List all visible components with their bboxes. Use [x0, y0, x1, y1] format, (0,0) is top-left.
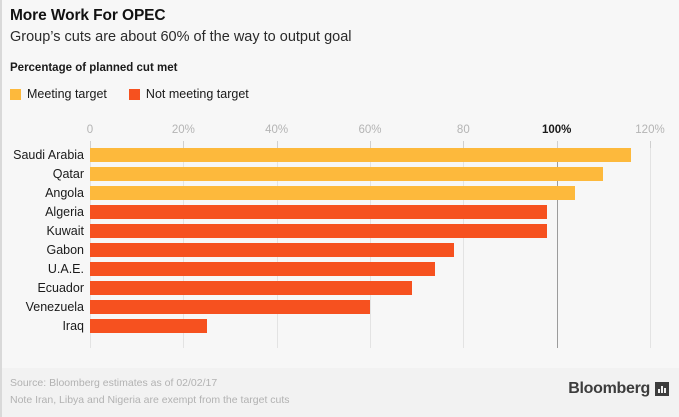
source-text: Source: Bloomberg estimates as of 02/02/… [10, 377, 218, 389]
bar-rows: Saudi Arabia Qatar Angola Algeria Kuwait Gabo… [13, 148, 650, 348]
legend-label: Not meeting target [145, 87, 249, 101]
gridline [463, 148, 465, 348]
chart-footer: Source: Bloomberg estimates as of 02/02/… [2, 368, 679, 417]
bloomberg-logo: Bloomberg [568, 380, 669, 398]
x-axis-tick-label: 120% [635, 124, 665, 136]
bar-row: Iraq [62, 319, 650, 338]
x-axis-tick-mark [183, 141, 185, 148]
category-label: Gabon [46, 243, 84, 257]
chart-legend: Meeting target Not meeting target [10, 88, 271, 101]
bar [90, 300, 370, 314]
category-label: Algeria [45, 205, 84, 219]
bar-row: Kuwait [46, 224, 650, 243]
bar [90, 167, 604, 181]
note-text: Note Iran, Libya and Nigeria are exempt … [10, 394, 290, 406]
x-axis-tick-label: 20% [171, 124, 195, 136]
x-axis-tick-label: 80 [456, 124, 470, 136]
legend-item: Not meeting target [128, 87, 249, 101]
x-axis-tick-label: 0 [86, 124, 94, 136]
category-label: Iraq [62, 319, 84, 333]
bar-row: Qatar [53, 167, 650, 186]
bloomberg-wordmark: Bloomberg [568, 380, 650, 397]
category-label: Saudi Arabia [13, 148, 84, 162]
x-axis-tick-label: 100% [541, 124, 572, 136]
gridline-target [556, 148, 558, 348]
legend-swatch-icon [128, 89, 140, 100]
legend-label: Meeting target [27, 87, 107, 101]
plot-area: Saudi Arabia Qatar Angola Algeria Kuwait Gabo… [13, 148, 651, 348]
page-subtitle: Group’s cuts are about 60% of the way to… [10, 29, 352, 45]
x-axis-tick-mark [463, 141, 465, 148]
category-label: Ecuador [37, 281, 84, 295]
legend-swatch-icon [10, 89, 21, 100]
gridline [650, 148, 651, 348]
category-label: Kuwait [46, 224, 84, 238]
bar [90, 262, 436, 276]
bar-chart-icon [655, 382, 669, 396]
category-label: U.A.E. [47, 262, 84, 276]
category-label: Qatar [52, 167, 84, 181]
bar-row: U.A.E. [48, 262, 650, 281]
bar-row: Angola [45, 186, 650, 205]
category-label: Venezuela [25, 300, 84, 314]
x-axis-tick-mark [90, 141, 91, 148]
x-axis-tick-label: 60% [358, 124, 382, 136]
bar [90, 281, 412, 295]
x-axis-tick-label: 40% [265, 124, 289, 136]
bar [90, 205, 548, 219]
bar-row: Algeria [45, 205, 650, 224]
bar-row: Gabon [46, 243, 650, 262]
bar [90, 319, 207, 333]
x-axis: 0 20% 40% 60% 80 100% 120% [86, 124, 665, 148]
bar-row: Ecuador [37, 281, 650, 300]
page-title: More Work For OPEC [10, 7, 166, 24]
x-axis-tick-mark [370, 141, 371, 148]
legend-item: Meeting target [10, 88, 107, 101]
bar [90, 186, 576, 200]
x-axis-tick-mark [650, 141, 651, 148]
category-label: Angola [45, 186, 84, 200]
x-axis-tick-mark [556, 141, 558, 148]
chart-header: More Work For OPEC Group’s cuts are abou… [10, 6, 671, 47]
bar [90, 148, 632, 162]
bar [90, 224, 548, 238]
bar-row: Saudi Arabia [13, 148, 650, 167]
axis-units-label: Percentage of planned cut met [10, 62, 178, 74]
bar [90, 243, 454, 257]
x-axis-tick-mark [276, 141, 278, 148]
bar-row: Venezuela [26, 300, 650, 319]
